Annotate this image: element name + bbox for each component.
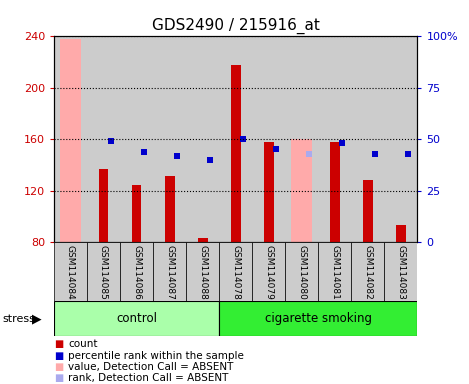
Bar (318, 36, 351, 242)
Text: ■: ■ (54, 351, 63, 361)
Bar (186, 242, 219, 301)
Bar (219, 301, 417, 336)
Text: GSM114079: GSM114079 (264, 245, 273, 300)
Bar (351, 242, 385, 301)
Text: GSM114085: GSM114085 (99, 245, 108, 300)
Bar (197, 238, 208, 242)
Bar (87, 36, 120, 242)
Bar (87, 242, 120, 301)
Bar (252, 242, 285, 301)
Text: ▶: ▶ (32, 312, 42, 325)
Bar (291, 139, 312, 242)
Text: GSM114088: GSM114088 (198, 245, 207, 300)
Bar (219, 36, 252, 242)
Text: ■: ■ (54, 339, 63, 349)
Text: GSM114080: GSM114080 (297, 245, 306, 300)
Bar (385, 36, 417, 242)
Text: GSM114081: GSM114081 (330, 245, 339, 300)
Text: ■: ■ (54, 373, 63, 383)
Bar (153, 242, 186, 301)
Text: stress: stress (2, 314, 35, 324)
Text: GSM114084: GSM114084 (66, 245, 75, 300)
Bar (132, 185, 142, 242)
Bar (54, 301, 219, 336)
Bar (165, 176, 174, 242)
Text: value, Detection Call = ABSENT: value, Detection Call = ABSENT (68, 362, 234, 372)
Bar (363, 180, 373, 242)
Text: cigarette smoking: cigarette smoking (265, 312, 372, 325)
Bar (54, 242, 87, 301)
Bar (153, 36, 186, 242)
Text: percentile rank within the sample: percentile rank within the sample (68, 351, 244, 361)
Bar (385, 242, 417, 301)
Text: count: count (68, 339, 98, 349)
Bar (252, 36, 285, 242)
Bar (186, 36, 219, 242)
Text: GSM114078: GSM114078 (231, 245, 240, 300)
Bar (98, 169, 108, 242)
Text: rank, Detection Call = ABSENT: rank, Detection Call = ABSENT (68, 373, 228, 383)
Text: GSM114086: GSM114086 (132, 245, 141, 300)
Bar (54, 36, 87, 242)
Bar (318, 242, 351, 301)
Text: control: control (116, 312, 157, 325)
Bar (285, 36, 318, 242)
Bar (219, 242, 252, 301)
Bar (396, 225, 406, 242)
Bar (120, 36, 153, 242)
Bar (285, 242, 318, 301)
Text: ■: ■ (54, 362, 63, 372)
Bar (330, 142, 340, 242)
Text: GSM114082: GSM114082 (363, 245, 372, 300)
Bar (264, 142, 274, 242)
Bar (231, 65, 241, 242)
Bar (351, 36, 385, 242)
Text: GSM114087: GSM114087 (165, 245, 174, 300)
Bar (60, 39, 81, 242)
Bar (120, 242, 153, 301)
Title: GDS2490 / 215916_at: GDS2490 / 215916_at (152, 18, 319, 34)
Text: GSM114083: GSM114083 (396, 245, 405, 300)
